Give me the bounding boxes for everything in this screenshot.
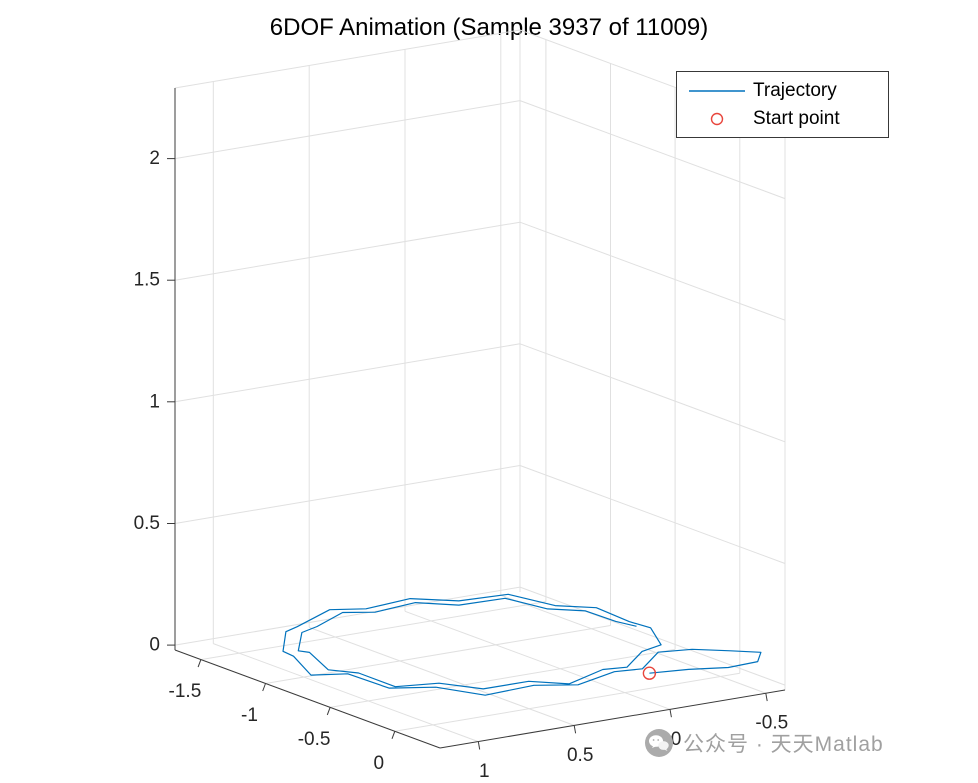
box-edge — [174, 29, 521, 89]
grid-lines — [174, 29, 786, 743]
chart-title: 6DOF Animation (Sample 3937 of 11009) — [269, 14, 709, 41]
grid-line — [309, 626, 575, 726]
grid-line — [174, 586, 521, 646]
tick-mark — [669, 709, 672, 718]
wechat-icon — [645, 729, 673, 757]
grid-line — [213, 643, 479, 743]
tick-mark — [573, 725, 577, 734]
watermark-text: 公众号 · 天天Matlab — [683, 733, 884, 756]
grid-line — [174, 100, 521, 160]
grid-line — [519, 343, 786, 443]
z-tick-label: 1.5 — [134, 270, 160, 291]
watermark: 公众号 · 天天Matlab — [644, 728, 884, 758]
tick-mark — [765, 693, 768, 702]
tick-mark — [477, 741, 481, 750]
start-point-marker — [642, 666, 657, 680]
trajectory-line-sample — [689, 90, 745, 92]
legend-item-trajectory[interactable]: Trajectory — [677, 77, 888, 105]
grid-line — [174, 343, 521, 403]
y-axis-line — [439, 689, 786, 749]
x-tick-label: -1.5 — [169, 681, 202, 702]
grid-line — [519, 586, 786, 686]
z-tick-label: 0 — [149, 635, 160, 656]
x-tick-label: -0.5 — [298, 729, 331, 750]
tick-mark — [197, 659, 202, 668]
tick-mark — [326, 707, 331, 716]
grid-line — [404, 610, 671, 710]
grid-line — [519, 100, 786, 200]
tick-mark — [391, 731, 396, 739]
z-tick-label: 1 — [149, 391, 160, 412]
x-axis-line — [174, 649, 441, 749]
data-series — [282, 593, 762, 696]
trajectory-path — [282, 593, 762, 696]
grid-line — [330, 648, 676, 708]
y-tick-label: 1 — [479, 761, 490, 782]
x-tick-label: -1 — [241, 705, 258, 726]
tick-labels: 0 0.5 1 1.5 2 -1.5 -1 -0.5 0 1 0.5 0 -0.5 — [134, 148, 789, 782]
grid-line — [174, 221, 521, 281]
grid-line — [200, 601, 546, 661]
grid-line — [500, 594, 766, 694]
legend-item-start-point[interactable]: Start point — [677, 105, 888, 133]
legend-label-trajectory: Trajectory — [753, 80, 837, 101]
z-tick-label: 0.5 — [134, 513, 160, 534]
grid-line — [519, 465, 786, 564]
z-tick-label: 2 — [149, 148, 160, 169]
legend-label-start-point: Start point — [753, 108, 840, 129]
legend[interactable]: Trajectory Start point — [676, 71, 889, 138]
y-tick-label: 0 — [671, 729, 682, 750]
grid-line — [519, 221, 786, 321]
axis-lines — [167, 88, 786, 750]
x-tick-label: 0 — [374, 753, 385, 774]
tick-mark — [262, 683, 266, 692]
grid-line — [394, 672, 740, 732]
y-tick-label: -0.5 — [755, 713, 788, 734]
grid-line — [174, 465, 521, 524]
start-point-marker-sample — [710, 112, 724, 126]
grid-line — [265, 625, 611, 684]
y-tick-label: 0.5 — [567, 745, 593, 766]
